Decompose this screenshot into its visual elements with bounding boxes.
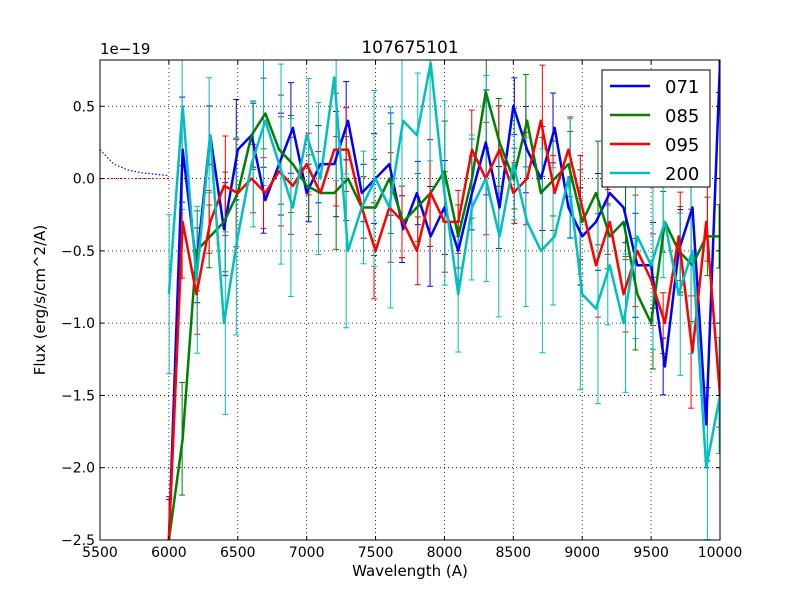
axes-frame <box>99 59 721 541</box>
x-tick-label: 7000 <box>289 545 325 561</box>
y-axis-label: Flux (erg/s/cm^2/A) <box>31 225 49 376</box>
x-tick-label: 9500 <box>633 545 669 561</box>
x-tick-label: 6500 <box>220 545 256 561</box>
x-tick-label: 5500 <box>82 545 118 561</box>
y-tick-label: 0.5 <box>73 99 95 115</box>
chart-title: 107675101 <box>361 38 458 58</box>
series-071-line <box>167 62 720 540</box>
x-tick-label: 10000 <box>698 545 743 561</box>
legend-label-095: 095 <box>665 135 699 156</box>
y-offset-label: 1e−19 <box>100 40 150 58</box>
legend-label-200: 200 <box>665 164 699 185</box>
y-tick-label: 0.0 <box>73 172 95 188</box>
y-tick-label: −1.0 <box>61 316 95 332</box>
x-tick-label: 9000 <box>564 545 600 561</box>
x-tick-label: 6000 <box>151 545 187 561</box>
series-095-line <box>167 119 720 540</box>
legend-box <box>601 69 711 188</box>
legend-label-071: 071 <box>665 77 699 98</box>
series-085-line <box>167 90 720 540</box>
x-axis-label: Wavelength (A) <box>352 562 468 580</box>
legend-label-085: 085 <box>665 106 699 127</box>
legend: 071 085 095 200 <box>601 69 711 188</box>
plot-area <box>100 60 720 540</box>
y-tick-label: −2.0 <box>61 461 95 477</box>
y-tick-label: −2.5 <box>61 533 95 549</box>
series-200-line <box>167 61 720 469</box>
y-tick-label: −0.5 <box>61 244 95 260</box>
x-tick-label: 7500 <box>358 545 394 561</box>
y-tick-label: −1.5 <box>61 388 95 404</box>
ticks: 5500 6000 6500 7000 7500 8000 8500 9000 9500 1000… <box>61 60 742 561</box>
x-tick-label: 8000 <box>427 545 463 561</box>
x-tick-label: 8500 <box>496 545 532 561</box>
